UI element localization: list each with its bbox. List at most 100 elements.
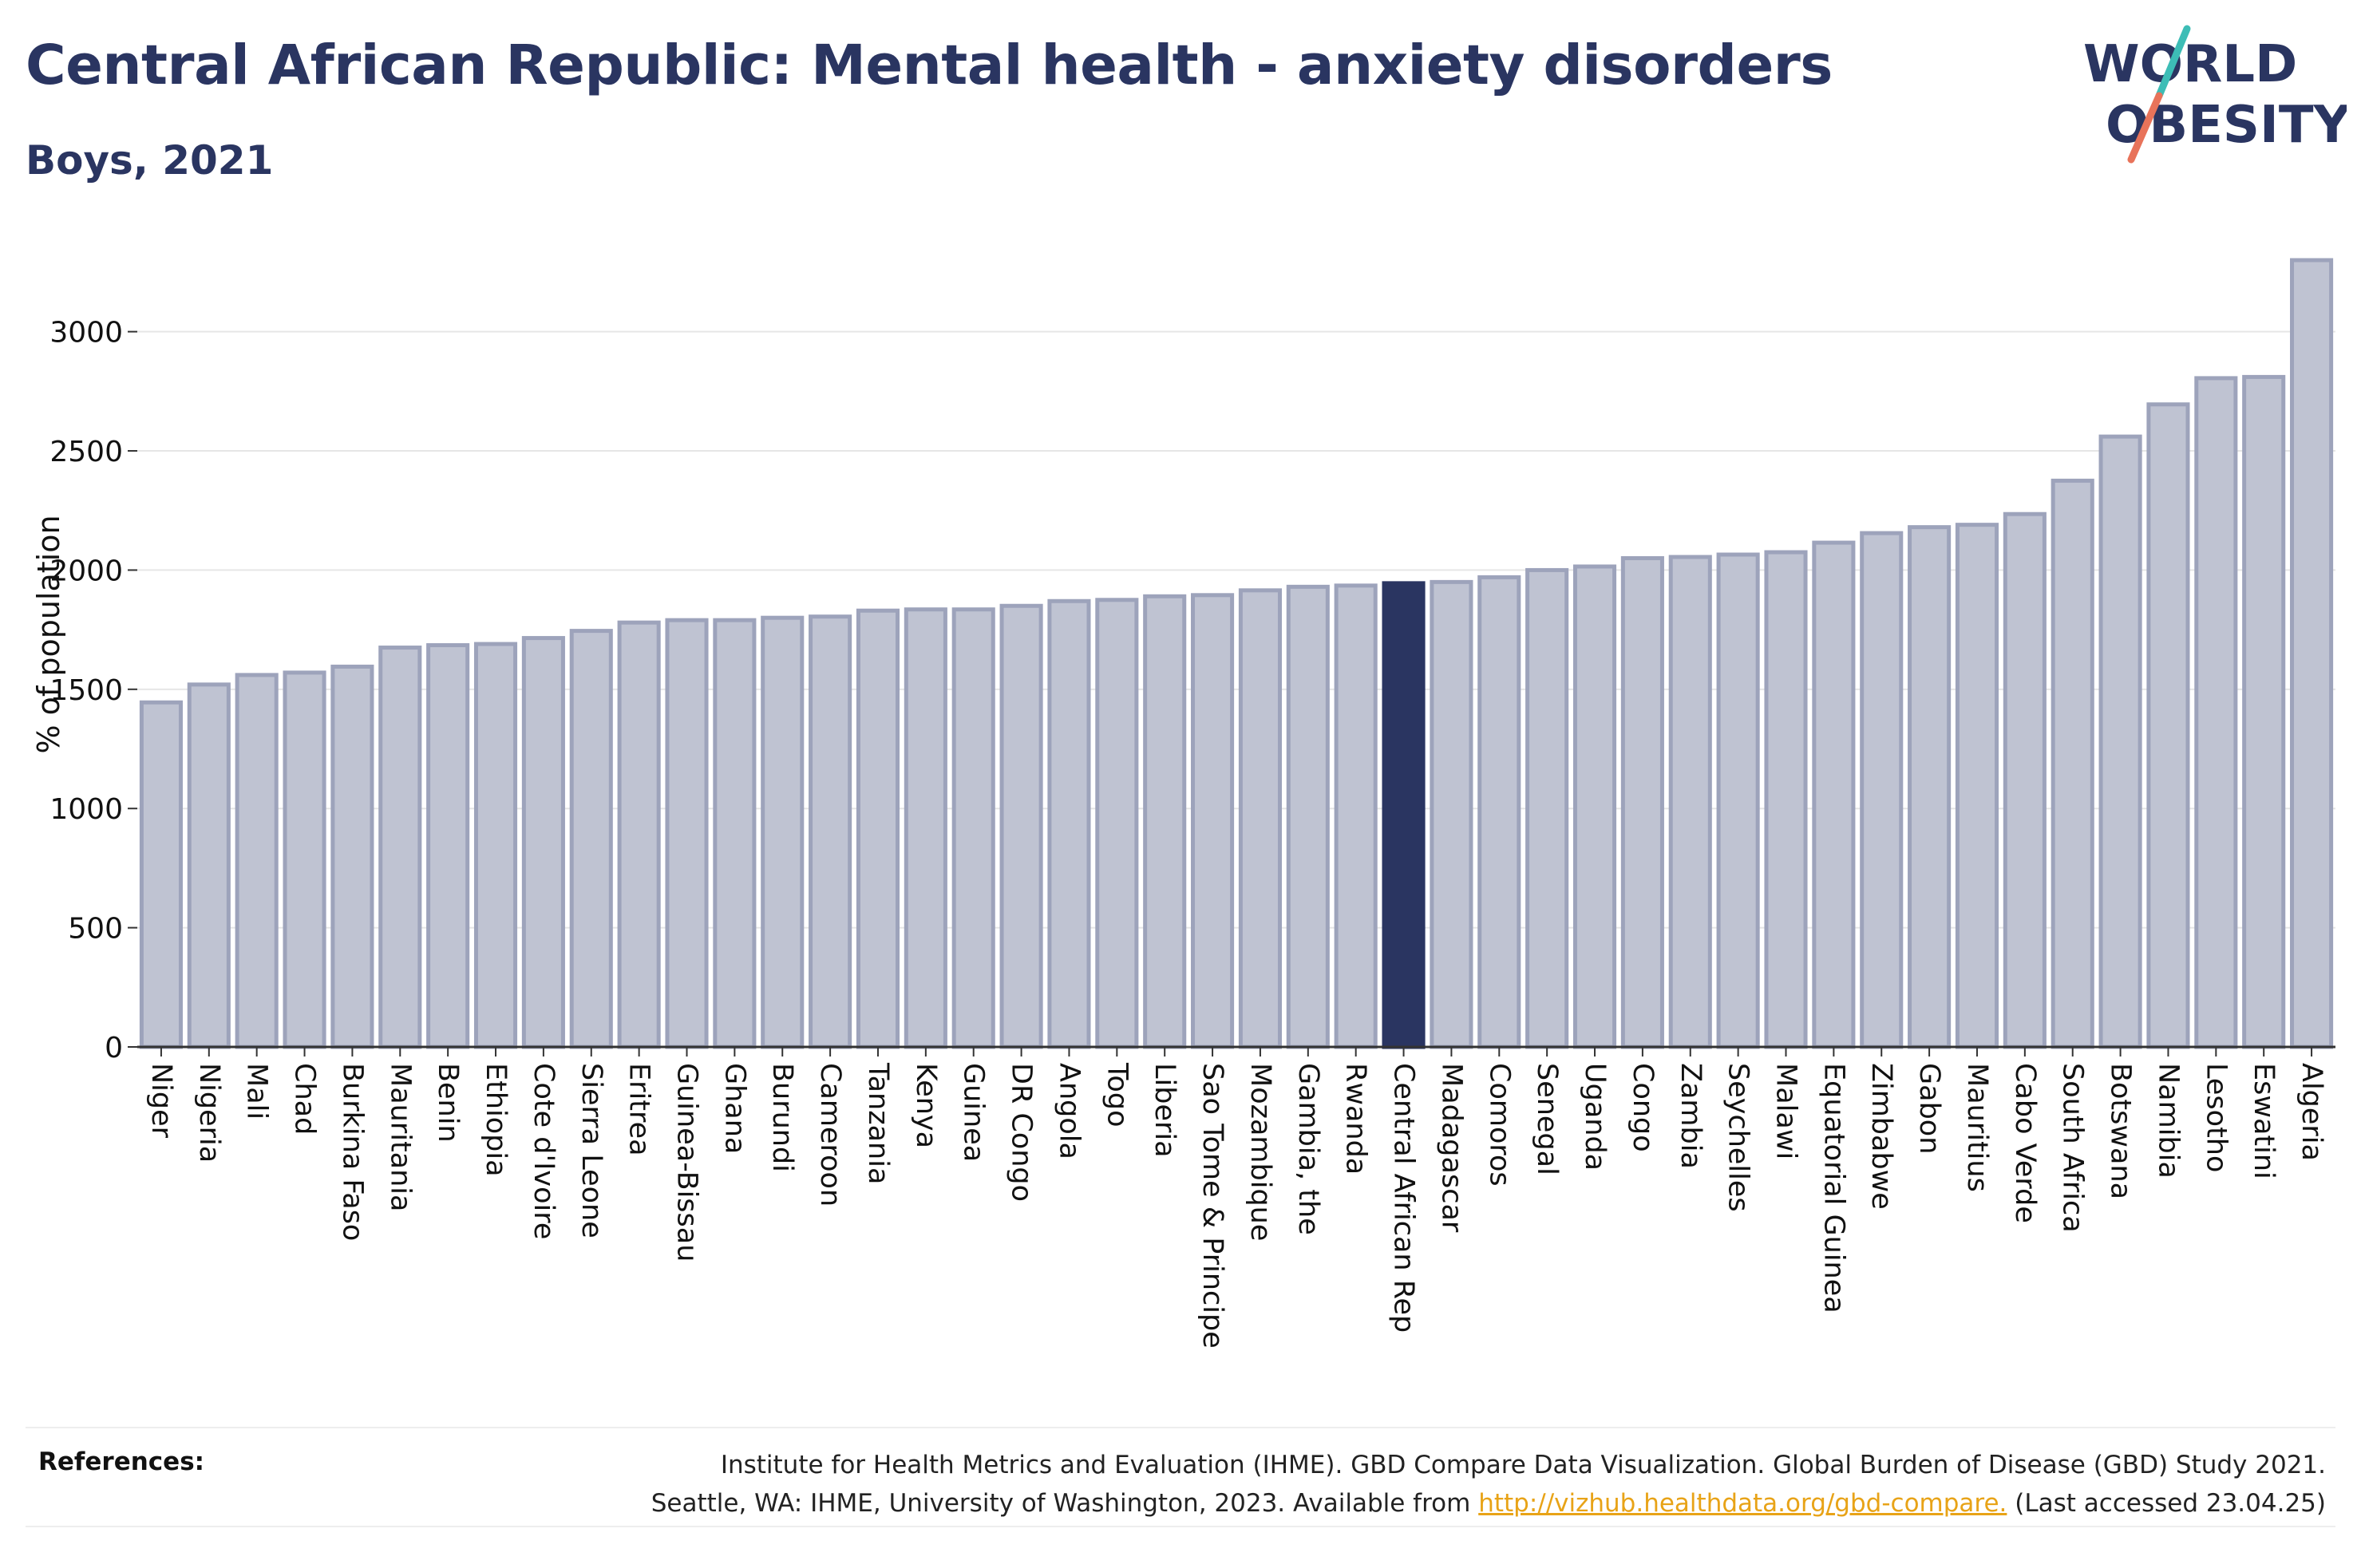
x-tick-label: Madagascar <box>1435 1063 1467 1233</box>
references-link[interactable]: http://vizhub.healthdata.org/gbd-compare… <box>1478 1489 2007 1518</box>
bar <box>2290 258 2334 1049</box>
bar <box>1812 540 1856 1049</box>
bar <box>1095 598 1139 1049</box>
bar <box>1860 531 1904 1049</box>
x-tick-label: Tanzania <box>862 1062 894 1184</box>
chart-subtitle: Boys, 2021 <box>26 137 274 184</box>
references-line2-suffix: (Last accessed 23.04.25) <box>2007 1489 2326 1518</box>
y-tick-label: 2500 <box>49 436 123 468</box>
x-tick-label: Central African Rep <box>1388 1063 1420 1333</box>
x-tick-label: Botswana <box>2105 1063 2137 1199</box>
references-line1: Institute for Health Metrics and Evaluat… <box>720 1451 2326 1479</box>
x-tick-label: Gabon <box>1913 1063 1945 1154</box>
bar <box>187 682 231 1049</box>
x-tick-label: Mauritius <box>1961 1063 1993 1192</box>
logo-slash-bottom <box>2127 92 2163 164</box>
x-tick-label: Senegal <box>1531 1063 1563 1175</box>
bar <box>2003 511 2047 1049</box>
bar <box>856 608 900 1049</box>
x-tick-label: Angola <box>1053 1063 1085 1159</box>
bar <box>1143 594 1187 1049</box>
bar <box>1047 598 1091 1049</box>
bar <box>2242 374 2286 1049</box>
bar <box>617 620 661 1049</box>
footer-divider-bottom <box>26 1526 2335 1527</box>
logo-line1: WORLD <box>2083 35 2297 94</box>
x-tick-label: Eritrea <box>623 1063 655 1156</box>
x-tick-label: Guinea <box>958 1063 990 1162</box>
y-tick-label: 1000 <box>49 793 123 826</box>
x-tick-label: Malawi <box>1770 1063 1802 1159</box>
footer-divider-top <box>26 1427 2335 1428</box>
references-line2-prefix: Seattle, WA: IHME, University of Washing… <box>651 1489 1479 1518</box>
bar <box>1238 588 1282 1049</box>
x-tick-label: Benin <box>432 1063 464 1143</box>
bar <box>2194 376 2238 1049</box>
x-tick-label: Mozambique <box>1244 1063 1276 1241</box>
y-tick-label: 2000 <box>49 555 123 587</box>
bar <box>1191 593 1235 1049</box>
x-tick-label: Chad <box>289 1063 321 1135</box>
x-tick-label: Rwanda <box>1340 1063 1372 1175</box>
bar <box>1572 564 1617 1049</box>
x-tick-label: Togo <box>1101 1062 1133 1127</box>
x-tick-label: Uganda <box>1579 1063 1611 1171</box>
x-tick-label: Algeria <box>2296 1063 2327 1161</box>
y-tick-label: 1500 <box>49 674 123 707</box>
x-tick-label: South Africa <box>2057 1063 2089 1233</box>
x-tick-label: Cabo Verde <box>2009 1063 2041 1223</box>
references-label: References: <box>38 1448 205 1476</box>
bar <box>1334 583 1378 1049</box>
bar <box>473 642 518 1049</box>
x-tick-label: Sao Tome & Principe <box>1196 1063 1228 1349</box>
x-tick-label: Burundi <box>766 1063 798 1172</box>
bar <box>999 603 1043 1049</box>
x-tick-label: Zambia <box>1675 1063 1706 1169</box>
x-tick-label: Kenya <box>910 1063 942 1148</box>
x-tick-label: Mali <box>241 1063 273 1120</box>
bar <box>1716 552 1760 1049</box>
bar <box>951 607 995 1049</box>
bar-highlighted <box>1382 581 1426 1049</box>
bar <box>1430 579 1473 1049</box>
bar <box>713 618 757 1049</box>
x-tick-label: Seychelles <box>1722 1063 1754 1212</box>
bar <box>569 629 613 1049</box>
x-tick-label: Gambia, the <box>1292 1063 1324 1235</box>
bar <box>1668 555 1712 1049</box>
bar <box>1764 550 1808 1049</box>
x-tick-label: Equatorial Guinea <box>1817 1063 1849 1313</box>
bar <box>521 636 565 1049</box>
x-tick-label: Congo <box>1627 1063 1659 1152</box>
x-tick-label: Lesotho <box>2200 1063 2232 1172</box>
x-tick-label: Guinea-Bissau <box>671 1063 703 1262</box>
y-tick-label: 3000 <box>49 317 123 350</box>
bar <box>235 673 279 1049</box>
bars <box>139 258 2334 1049</box>
bar <box>1286 584 1330 1049</box>
x-tick-label: Sierra Leone <box>575 1063 607 1238</box>
bar <box>1908 525 1952 1049</box>
bar <box>330 664 374 1049</box>
x-tick-label: Liberia <box>1149 1063 1180 1158</box>
bar-chart: 0 500 1000 1500 2000 2500 3000 Niger Nigeria Mali… <box>31 258 2335 1349</box>
x-tick-label: Niger <box>145 1063 177 1139</box>
x-tick-label: Ethiopia <box>480 1063 512 1177</box>
x-tick-label: Zimbabwe <box>1865 1063 1897 1210</box>
chart-title: Central African Republic: Mental health … <box>26 34 1833 97</box>
x-tick-label: Cote d'Ivoire <box>528 1063 560 1239</box>
y-tick-label: 500 <box>68 913 123 946</box>
x-tick-label: Namibia <box>2152 1063 2184 1179</box>
bar <box>1620 555 1664 1049</box>
y-tick-label: 0 <box>105 1032 123 1064</box>
bar <box>904 607 947 1049</box>
bar <box>2051 478 2094 1049</box>
x-tick-label: Nigeria <box>193 1063 225 1163</box>
x-tick-label: Burkina Faso <box>336 1063 368 1241</box>
axes: 0 500 1000 1500 2000 2500 3000 Niger Nigeria Mali… <box>49 317 2335 1349</box>
bar <box>378 646 422 1049</box>
y-axis-label: % of population <box>31 515 66 753</box>
x-tick-label: DR Congo <box>1006 1063 1038 1202</box>
bar <box>1477 575 1521 1049</box>
bar <box>2098 434 2142 1049</box>
